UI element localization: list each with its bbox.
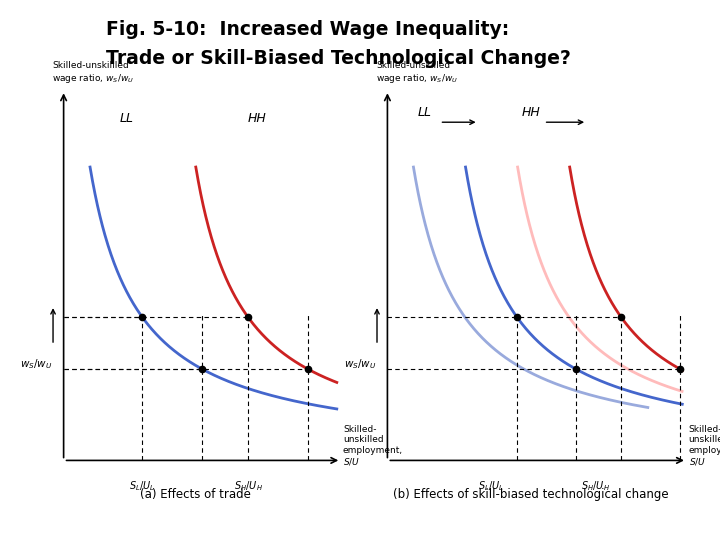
Text: HH: HH [522,106,541,119]
Text: Trade or Skill-Biased Technological Change?: Trade or Skill-Biased Technological Chan… [106,49,571,68]
Text: Skilled-
unskilled
employment,
$S/U$: Skilled- unskilled employment, $S/U$ [688,425,720,467]
Text: $w_S/w_U$: $w_S/w_U$ [19,357,52,371]
Text: Skilled-unskilled
wage ratio, $w_S$/$w_U$: Skilled-unskilled wage ratio, $w_S$/$w_U… [376,61,458,85]
Text: LL: LL [418,106,432,119]
Text: LL: LL [120,112,133,125]
Text: Skilled-unskillled
wage ratio, $w_S$/$w_U$: Skilled-unskillled wage ratio, $w_S$/$w_… [52,61,134,85]
Text: Skilled-
unskilled
employment,
$S/U$: Skilled- unskilled employment, $S/U$ [343,425,403,467]
Text: 5-48: 5-48 [687,517,709,528]
Text: (b) Effects of skill-biased technological change: (b) Effects of skill-biased technologica… [393,488,668,501]
Text: $w_S/w_U$: $w_S/w_U$ [343,357,376,371]
Text: (a) Effects of trade: (a) Effects of trade [140,488,251,501]
Text: Fig. 5-10:  Increased Wage Inequality:: Fig. 5-10: Increased Wage Inequality: [106,21,509,39]
Text: $S_L/U_L$: $S_L/U_L$ [130,479,156,492]
Text: $S_L/U_L$: $S_L/U_L$ [478,479,504,492]
Text: Copyright ©2015 Pearson Education, Inc. All rights reserved.: Copyright ©2015 Pearson Education, Inc. … [11,517,309,528]
Text: $S_H/U_H$: $S_H/U_H$ [580,479,610,492]
Text: $S_H/U_H$: $S_H/U_H$ [233,479,263,492]
Text: HH: HH [248,112,267,125]
Text: $: $ [31,18,63,60]
